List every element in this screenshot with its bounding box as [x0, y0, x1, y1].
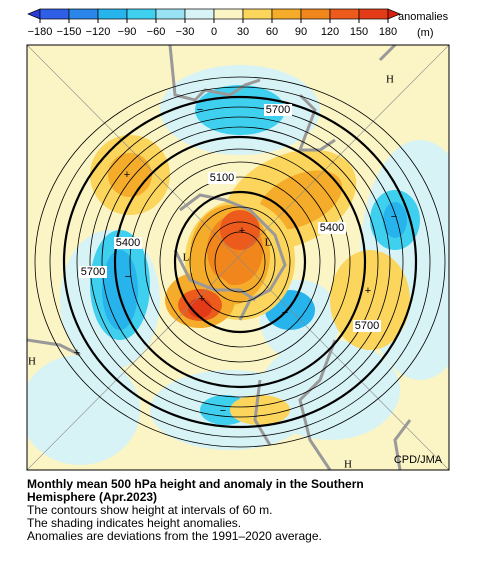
- positive-mark: +: [239, 225, 245, 237]
- colorbar-segment: [39, 8, 70, 20]
- anomaly-shading: [220, 210, 260, 250]
- caption-title: Monthly mean 500 hPa height and anomaly …: [27, 477, 364, 491]
- colorbar-segment: [155, 8, 186, 20]
- colorbar-segment: [358, 8, 389, 20]
- coastline: [27, 338, 81, 357]
- colorbar-tick-label: 60: [266, 26, 278, 38]
- height-contour: [101, 126, 379, 398]
- anomaly-shading: [330, 250, 410, 350]
- anomaly-shading: [260, 340, 400, 440]
- colorbar-tick-label: −120: [86, 26, 111, 38]
- colorbar-segment: [97, 8, 128, 20]
- coastline: [393, 419, 412, 470]
- colorbar-tick-label: −180: [28, 26, 53, 38]
- positive-mark: +: [199, 293, 205, 305]
- contour-label-bg: [208, 172, 236, 184]
- contour-label: 5700: [266, 104, 290, 116]
- height-contour: [173, 190, 307, 334]
- contour-label-bg: [353, 320, 381, 332]
- colorbar-tick-label: −30: [176, 26, 195, 38]
- colorbar-tick-label: 120: [321, 26, 339, 38]
- coastline: [378, 45, 397, 62]
- colorbar-title: anomalies: [398, 11, 449, 23]
- high-label: H: [344, 459, 352, 471]
- colorbar-arrow: [387, 8, 401, 20]
- caption: Monthly mean 500 hPa height and anomaly …: [27, 478, 477, 543]
- high-label: H: [386, 74, 394, 86]
- colorbar-tick-label: −60: [147, 26, 166, 38]
- height-contour: [89, 116, 391, 408]
- height-contour: [62, 95, 418, 429]
- height-contour: [49, 86, 431, 438]
- low-label: L: [265, 237, 272, 249]
- caption-line: The contours show height at intervals of…: [27, 503, 273, 517]
- figure: −180 −150 −120 −90 −60 −30 0 30 60 90 120 150 180ano…: [26, 8, 450, 471]
- anomaly-shading: [102, 250, 138, 330]
- height-contour: [189, 206, 291, 318]
- height-contour: [214, 231, 266, 293]
- coastline: [179, 193, 287, 321]
- colorbar-segment: [300, 8, 331, 20]
- contour-label: 5100: [210, 172, 234, 184]
- contour-label-bg: [318, 222, 346, 234]
- height-contour: [34, 76, 446, 448]
- anomaly-shading: [27, 355, 140, 465]
- positive-mark: +: [74, 347, 80, 359]
- contour-label-bg: [79, 266, 107, 278]
- colorbar-segment: [329, 8, 360, 20]
- map-frame: [26, 44, 450, 471]
- negative-mark: −: [220, 405, 226, 417]
- caption-title: Hemisphere (Apr.2023): [27, 490, 158, 504]
- colorbar-segment: [184, 8, 215, 20]
- colorbar-segment: [271, 8, 302, 20]
- low-label: L: [183, 252, 190, 264]
- colorbar-tick-label: 0: [211, 26, 217, 38]
- negative-mark: −: [125, 271, 131, 283]
- height-contour: [76, 106, 404, 418]
- coastline: [298, 339, 337, 470]
- colorbar-tick-label: 150: [350, 26, 368, 38]
- coastline: [253, 379, 272, 446]
- colorbar-tick-label: 30: [237, 26, 249, 38]
- contour-label: 5700: [81, 266, 105, 278]
- positive-mark: +: [124, 169, 130, 181]
- colorbar-unit: (m): [417, 27, 434, 39]
- anomaly-shading: [383, 202, 407, 238]
- height-contour: [144, 161, 336, 363]
- high-label: H: [28, 356, 36, 368]
- colorbar-arrow: [27, 8, 41, 20]
- contour-label: 5400: [116, 237, 140, 249]
- negative-mark: −: [197, 104, 203, 116]
- coastline: [297, 93, 336, 152]
- colorbar-segment: [242, 8, 273, 20]
- height-contour: [113, 135, 367, 389]
- map: 5700 5100 5400 5400 5700 5700 H H H L L + + + + + − − − − − C…: [26, 44, 450, 471]
- contour-label-bg: [264, 104, 292, 116]
- credit: CPD/JMA: [394, 454, 443, 466]
- colorbar-segment: [126, 8, 157, 20]
- contour-label-bg: [114, 237, 142, 249]
- positive-mark: +: [365, 285, 371, 297]
- map-grid: [27, 45, 449, 470]
- anomaly-shading: [230, 395, 290, 425]
- colorbar-tick-label: −150: [57, 26, 82, 38]
- height-contour: [159, 176, 321, 348]
- caption-line: Anomalies are deviations from the 1991–2…: [27, 529, 322, 543]
- contour-label: 5400: [320, 222, 344, 234]
- colorbar-tick-label: 180: [379, 26, 397, 38]
- negative-mark: −: [282, 307, 288, 319]
- caption-line: The shading indicates height anomalies.: [27, 516, 242, 530]
- height-contour: [204, 221, 276, 303]
- colorbar-tick-label: −90: [118, 26, 137, 38]
- colorbar-tick-label: 90: [295, 26, 307, 38]
- negative-mark: −: [391, 211, 397, 223]
- height-contour: [129, 148, 351, 376]
- colorbar-segment: [68, 8, 99, 20]
- contour-label: 5700: [355, 320, 379, 332]
- map-body: [27, 45, 449, 470]
- colorbar-segment: [213, 8, 244, 20]
